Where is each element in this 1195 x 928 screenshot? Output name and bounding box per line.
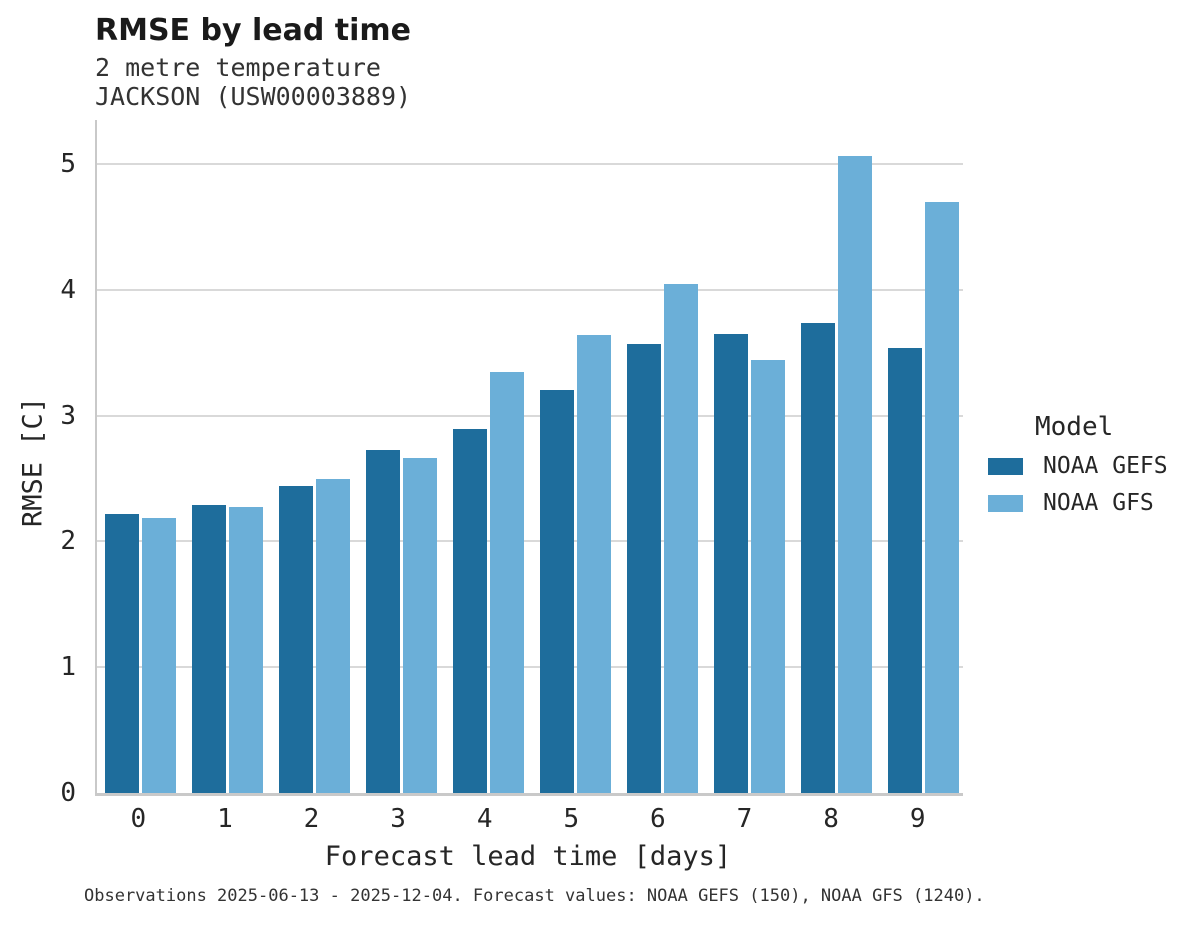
- bar-group: [97, 120, 184, 793]
- gridline: [97, 414, 963, 417]
- bar-noaa-gfs: [925, 201, 959, 793]
- legend-entry: NOAA GEFS: [988, 453, 1168, 479]
- y-tick-label: 3: [60, 400, 76, 431]
- x-tick-label: 5: [563, 804, 580, 834]
- caption: Observations 2025-06-13 - 2025-12-04. Fo…: [84, 886, 985, 906]
- plot-area: [95, 120, 963, 796]
- bar-group: [445, 120, 532, 793]
- bar-noaa-gfs: [142, 517, 176, 793]
- legend-label: NOAA GFS: [1043, 490, 1154, 516]
- chart-subtitle-variable: 2 metre temperature: [95, 53, 381, 82]
- y-tick-label: 4: [60, 274, 76, 305]
- bars-container: [97, 120, 963, 793]
- x-tick-label: 2: [303, 804, 320, 834]
- gridline: [97, 666, 963, 669]
- x-axis-ticks: 0 1 2 3 4 5 6 7 8 9: [95, 804, 961, 834]
- legend-swatch-noaa-gfs: [988, 494, 1023, 512]
- bar-noaa-gefs: [105, 513, 139, 793]
- legend-entry: NOAA GFS: [988, 490, 1168, 516]
- legend-title: Model: [1035, 412, 1114, 442]
- legend: Model NOAA GEFS NOAA GFS: [988, 412, 1168, 527]
- legend-entries: NOAA GEFS NOAA GFS: [988, 453, 1168, 516]
- bar-group: [532, 120, 619, 793]
- bar-group: [184, 120, 271, 793]
- bar-noaa-gfs: [229, 507, 263, 793]
- bar-noaa-gfs: [751, 360, 785, 793]
- bar-noaa-gefs: [540, 390, 574, 793]
- legend-label: NOAA GEFS: [1043, 453, 1168, 479]
- bar-noaa-gefs: [627, 343, 661, 793]
- bar-noaa-gefs: [366, 449, 400, 793]
- x-axis-title: Forecast lead time [days]: [324, 841, 732, 872]
- gridline: [97, 540, 963, 543]
- bar-noaa-gefs: [888, 347, 922, 793]
- bar-noaa-gfs: [490, 371, 524, 793]
- bar-noaa-gfs: [664, 283, 698, 793]
- bar-group: [358, 120, 445, 793]
- legend-swatch-noaa-gefs: [988, 457, 1023, 475]
- x-tick-label: 9: [909, 804, 926, 834]
- y-axis-ticks: 0 1 2 3 4 5: [0, 120, 86, 808]
- bar-noaa-gefs: [801, 322, 835, 793]
- y-tick-label: 1: [60, 652, 76, 683]
- x-tick-label: 8: [823, 804, 839, 834]
- x-tick-label: 3: [390, 804, 406, 834]
- bar-noaa-gfs: [838, 156, 872, 793]
- bar-noaa-gefs: [192, 504, 226, 793]
- x-tick-label: 4: [476, 804, 493, 834]
- bar-noaa-gfs: [577, 335, 611, 793]
- bar-noaa-gefs: [453, 429, 487, 793]
- x-tick-label: 6: [650, 804, 666, 834]
- bar-group: [271, 120, 358, 793]
- chart-header: RMSE by lead time 2 metre temperature JA…: [95, 13, 412, 112]
- bar-noaa-gefs: [714, 333, 748, 793]
- chart-title: RMSE by lead time: [95, 13, 411, 48]
- x-tick-label: 1: [217, 804, 233, 834]
- y-tick-label: 2: [60, 526, 76, 557]
- x-tick-label: 0: [130, 804, 147, 834]
- bar-noaa-gfs: [403, 458, 437, 793]
- bar-noaa-gefs: [279, 486, 313, 793]
- y-tick-label: 0: [60, 778, 76, 808]
- gridline: [97, 163, 963, 166]
- bar-group: [880, 120, 967, 793]
- bar-group: [706, 120, 793, 793]
- gridline: [97, 288, 963, 291]
- y-tick-label: 5: [60, 149, 76, 180]
- chart-subtitle-station: JACKSON (USW00003889): [95, 82, 412, 111]
- bar-noaa-gfs: [316, 478, 350, 793]
- bar-group: [619, 120, 706, 793]
- bar-group: [793, 120, 880, 793]
- x-tick-label: 7: [736, 804, 753, 834]
